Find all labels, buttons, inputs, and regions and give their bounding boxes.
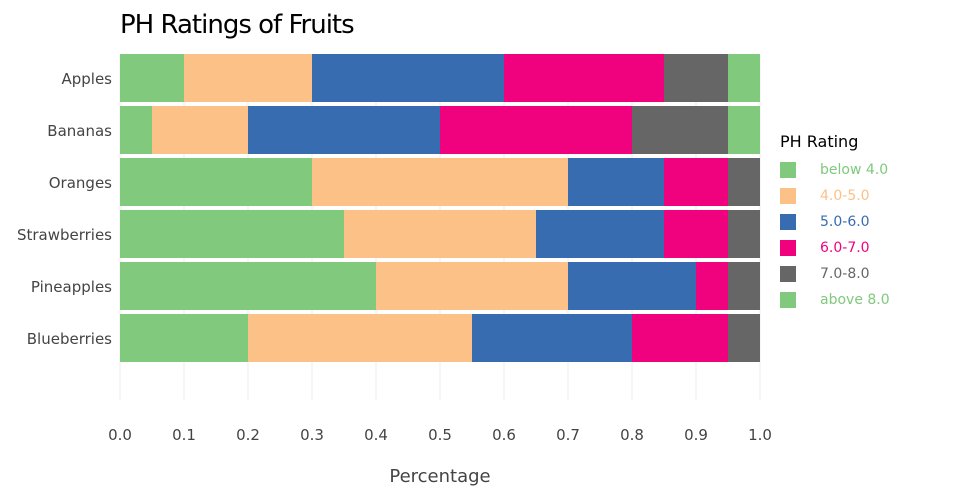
bar-segment xyxy=(440,106,632,154)
x-axis-title: Percentage xyxy=(389,466,491,487)
legend-swatch xyxy=(780,162,796,178)
category-label: Oranges xyxy=(49,174,112,192)
x-tick-label: 0.4 xyxy=(364,426,388,444)
category-label: Bananas xyxy=(47,122,112,140)
legend: PH Rating below 4.0 4.0-5.0 5.0-6.0 6.0-7.0… xyxy=(780,132,950,313)
bar-segment xyxy=(536,210,664,258)
bar-segment xyxy=(664,54,728,102)
bar-segment xyxy=(728,262,760,310)
bar-segment xyxy=(472,314,632,362)
bar-segment xyxy=(248,314,472,362)
bar-segment xyxy=(120,262,376,310)
bar-segment xyxy=(696,262,728,310)
legend-label: below 4.0 xyxy=(820,162,889,178)
legend-swatch xyxy=(780,240,796,256)
x-tick-label: 0.2 xyxy=(236,426,260,444)
legend-label: 7.0-8.0 xyxy=(820,266,870,282)
bar-segment xyxy=(248,106,440,154)
bar-segment xyxy=(664,158,728,206)
legend-label: 6.0-7.0 xyxy=(820,240,870,256)
legend-label: 4.0-5.0 xyxy=(820,188,870,204)
legend-label: 5.0-6.0 xyxy=(820,214,870,230)
bar-segment xyxy=(312,158,568,206)
bar-segment xyxy=(376,262,568,310)
bar-segment xyxy=(120,106,152,154)
bar-segment xyxy=(120,158,312,206)
legend-label: above 8.0 xyxy=(820,292,890,308)
legend-items: below 4.0 4.0-5.0 5.0-6.0 6.0-7.0 7.0-8.0 abo… xyxy=(780,157,950,313)
bar-segment xyxy=(120,314,248,362)
legend-item: 6.0-7.0 xyxy=(780,235,950,261)
legend-item: 4.0-5.0 xyxy=(780,183,950,209)
bar-segment xyxy=(632,314,728,362)
bar-segment xyxy=(728,54,760,102)
bar-segment xyxy=(568,262,696,310)
chart-title: PH Ratings of Fruits xyxy=(120,10,355,40)
bar-segment xyxy=(568,158,664,206)
legend-swatch xyxy=(780,188,796,204)
bar-segment xyxy=(728,210,760,258)
legend-item: above 8.0 xyxy=(780,287,950,313)
bar-segment xyxy=(152,106,248,154)
bar-segment xyxy=(632,106,728,154)
category-label: Strawberries xyxy=(17,226,112,244)
x-tick-label: 0.9 xyxy=(684,426,708,444)
bar-segment xyxy=(728,106,760,154)
x-tick-label: 0.5 xyxy=(428,426,452,444)
x-tick-label: 0.3 xyxy=(300,426,324,444)
x-tick-label: 1.0 xyxy=(748,426,772,444)
bar-segment xyxy=(344,210,536,258)
x-tick-label: 0.7 xyxy=(556,426,580,444)
category-label: Pineapples xyxy=(31,278,112,296)
category-label: Blueberries xyxy=(27,330,112,348)
bar-segment xyxy=(504,54,664,102)
bar-segment xyxy=(120,54,184,102)
legend-item: 7.0-8.0 xyxy=(780,261,950,287)
bar-segment xyxy=(184,54,312,102)
bar-segment xyxy=(728,314,760,362)
x-tick-label: 0.6 xyxy=(492,426,516,444)
legend-item: 5.0-6.0 xyxy=(780,209,950,235)
legend-swatch xyxy=(780,266,796,282)
bar-segment xyxy=(312,54,504,102)
legend-title: PH Rating xyxy=(780,132,859,151)
x-tick-label: 0.1 xyxy=(172,426,196,444)
bar-segment xyxy=(120,210,344,258)
x-tick-label: 0.0 xyxy=(108,426,132,444)
bar-segment xyxy=(664,210,728,258)
x-tick-label: 0.8 xyxy=(620,426,644,444)
legend-item: below 4.0 xyxy=(780,157,950,183)
legend-swatch xyxy=(780,214,796,230)
legend-swatch xyxy=(780,292,796,308)
bar-segment xyxy=(728,158,760,206)
category-label: Apples xyxy=(61,70,112,88)
